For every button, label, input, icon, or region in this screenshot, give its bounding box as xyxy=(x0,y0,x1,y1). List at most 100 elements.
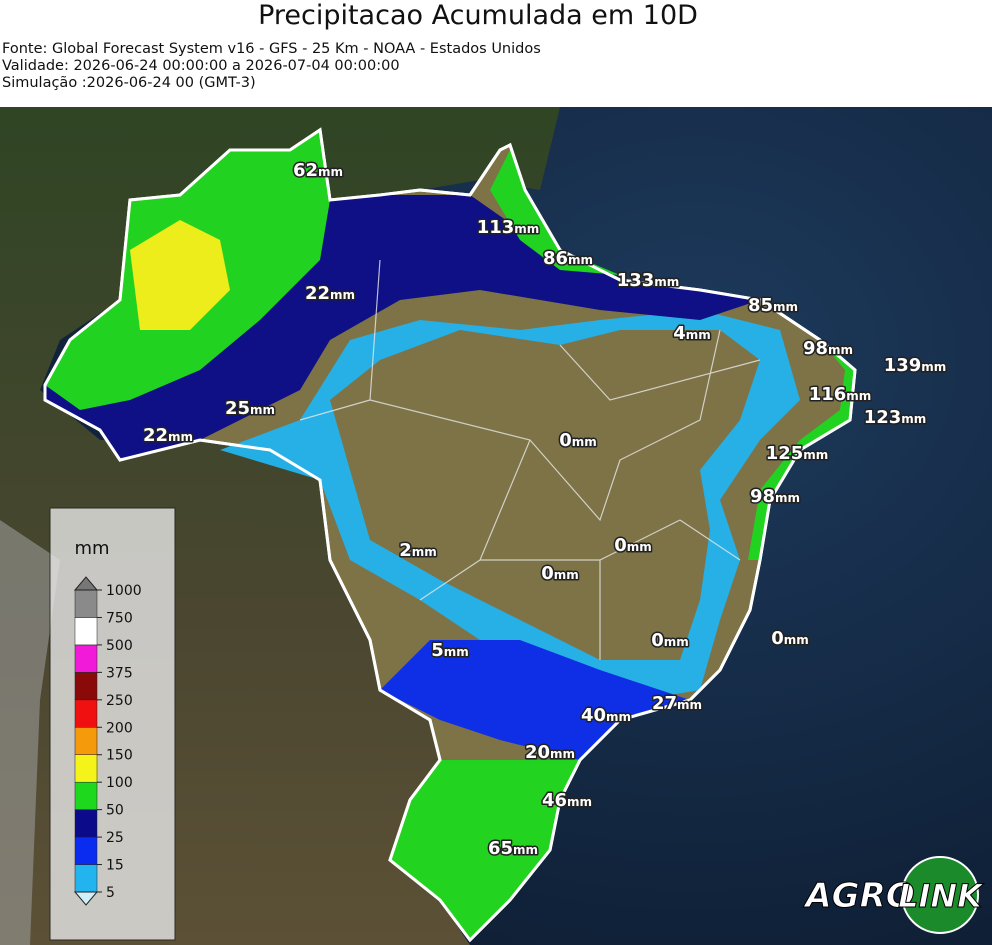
colorbar-segment xyxy=(74,672,98,701)
validity-line: Validade: 2026-06-24 00:00:00 a 2026-07-… xyxy=(2,58,400,74)
colorbar-tick-label: 1000 xyxy=(106,583,142,599)
precip-value: 113 xyxy=(477,217,515,238)
precip-unit: mm xyxy=(775,491,800,505)
precip-value: 2 xyxy=(399,540,412,561)
map-title: Precipitacao Acumulada em 10D xyxy=(258,0,698,31)
precip-unit: mm xyxy=(250,403,275,417)
precip-label: 0mm xyxy=(541,563,579,584)
precip-label: 40mm xyxy=(581,705,631,726)
precip-label: 98mm xyxy=(750,486,800,507)
precip-label: 62mm xyxy=(293,160,343,181)
precip-unit: mm xyxy=(514,222,539,236)
precip-label: 20mm xyxy=(525,742,575,763)
colorbar-segment xyxy=(74,864,98,893)
precip-label: 4mm xyxy=(673,323,711,344)
band-yellow xyxy=(130,220,230,330)
precip-label: 125mm xyxy=(766,443,829,464)
precip-value: 5 xyxy=(431,640,444,661)
precip-value: 62 xyxy=(293,160,318,181)
precip-value: 86 xyxy=(543,248,568,269)
precip-unit: mm xyxy=(168,430,193,444)
precip-value: 125 xyxy=(766,443,804,464)
precip-unit: mm xyxy=(803,448,828,462)
precip-unit: mm xyxy=(318,165,343,179)
precip-label: 98mm xyxy=(803,338,853,359)
logo-left: AGRO xyxy=(802,876,914,916)
colorbar-segment xyxy=(74,644,98,673)
precip-value: 98 xyxy=(750,486,775,507)
legend-box xyxy=(49,507,176,941)
state-borders xyxy=(299,259,761,660)
precip-value: 0 xyxy=(559,430,572,451)
precip-value: 46 xyxy=(542,790,567,811)
precip-label: 86mm xyxy=(543,248,593,269)
precip-label: 46mm xyxy=(542,790,592,811)
band-blue-south xyxy=(380,640,690,760)
colorbar-tick-label: 25 xyxy=(106,830,124,846)
precip-label: 25mm xyxy=(225,398,275,419)
colorbar-tick-label: 375 xyxy=(106,665,133,681)
precip-label: 27mm xyxy=(652,693,702,714)
precip-unit: mm xyxy=(784,633,809,647)
logo: AGRO LINK xyxy=(802,856,985,934)
colorbar-tick-label: 5 xyxy=(106,885,115,901)
precip-value: 139 xyxy=(884,355,922,376)
colorbar-tick-label: 100 xyxy=(106,775,133,791)
precip-value: 123 xyxy=(864,407,902,428)
colorbar-segment xyxy=(74,809,98,838)
precip-value: 98 xyxy=(803,338,828,359)
colorbar-segment xyxy=(74,727,98,755)
precip-value: 65 xyxy=(488,838,513,859)
precip-label: 22mm xyxy=(305,283,355,304)
source-line: Fonte: Global Forecast System v16 - GFS … xyxy=(2,41,541,57)
precip-value: 0 xyxy=(771,628,784,649)
precip-value: 133 xyxy=(617,270,655,291)
precip-label: 133mm xyxy=(617,270,680,291)
colorbar-tick-label: 250 xyxy=(106,693,133,709)
precip-value: 0 xyxy=(651,630,664,651)
logo-right: LINK xyxy=(898,877,984,915)
precip-field xyxy=(45,130,855,940)
precip-label: 123mm xyxy=(864,407,927,428)
precip-label: 0mm xyxy=(559,430,597,451)
precip-unit: mm xyxy=(572,435,597,449)
dry-interior xyxy=(330,330,760,660)
precip-label: 0mm xyxy=(614,535,652,556)
precip-label: 139mm xyxy=(884,355,947,376)
colorbar-segment xyxy=(74,781,98,810)
simulation-line: Simulação :2026-06-24 00 (GMT-3) xyxy=(2,75,256,91)
precip-unit: mm xyxy=(627,540,652,554)
precip-unit: mm xyxy=(828,343,853,357)
precip-label: 116mm xyxy=(809,384,872,405)
precip-value: 20 xyxy=(525,742,550,763)
colorbar-segment xyxy=(74,754,98,783)
colorbar-tick-label: 200 xyxy=(106,720,133,736)
precip-value: 4 xyxy=(673,323,686,344)
legend-title: mm xyxy=(74,538,109,559)
precip-unit: mm xyxy=(606,710,631,724)
colorbar-segment xyxy=(74,699,98,728)
precip-unit: mm xyxy=(412,545,437,559)
precip-value: 22 xyxy=(143,425,168,446)
precip-value: 85 xyxy=(748,295,773,316)
precip-unit: mm xyxy=(921,360,946,374)
precip-unit: mm xyxy=(773,300,798,314)
precip-label: 0mm xyxy=(771,628,809,649)
precip-value: 25 xyxy=(225,398,250,419)
precip-label: 113mm xyxy=(477,217,540,238)
precip-value: 22 xyxy=(305,283,330,304)
colorbar-under xyxy=(73,891,99,906)
precip-label: 65mm xyxy=(488,838,538,859)
colorbar-over xyxy=(73,576,99,591)
colorbar-tick-label: 500 xyxy=(106,638,133,654)
band-green-south xyxy=(390,760,580,940)
precip-unit: mm xyxy=(567,795,592,809)
precip-label: 2mm xyxy=(399,540,437,561)
colorbar-segment xyxy=(74,617,98,646)
header: Precipitacao Acumulada em 10D Fonte: Glo… xyxy=(0,0,992,107)
precip-unit: mm xyxy=(686,328,711,342)
precip-label: 0mm xyxy=(651,630,689,651)
